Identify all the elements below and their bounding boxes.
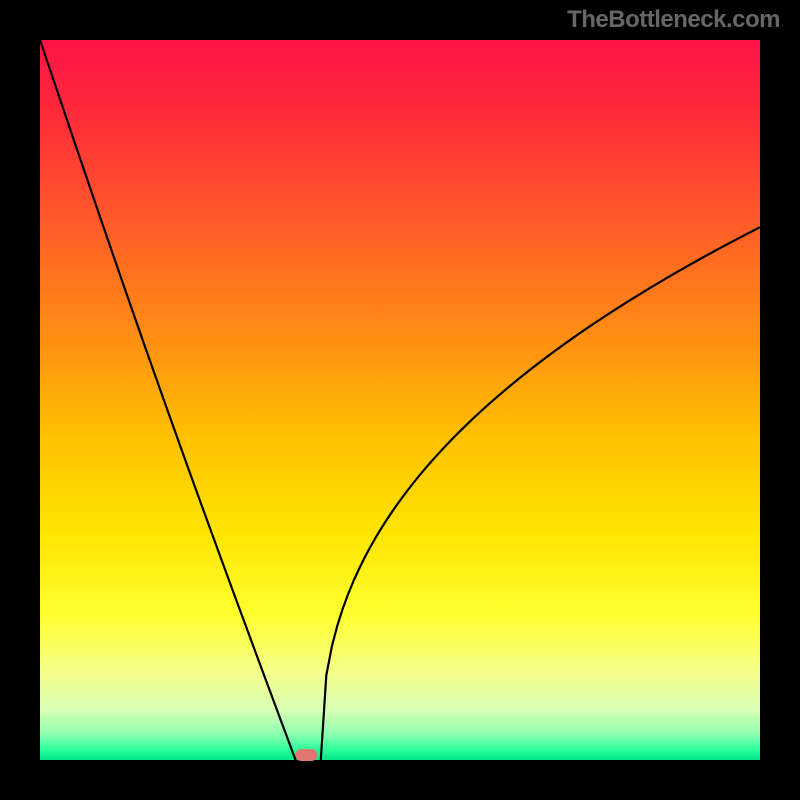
- chart-container: TheBottleneck.com: [0, 0, 800, 800]
- bottleneck-chart: [0, 0, 800, 800]
- optimal-marker: [295, 749, 317, 761]
- watermark-text: TheBottleneck.com: [567, 6, 780, 34]
- gradient-background: [40, 40, 760, 760]
